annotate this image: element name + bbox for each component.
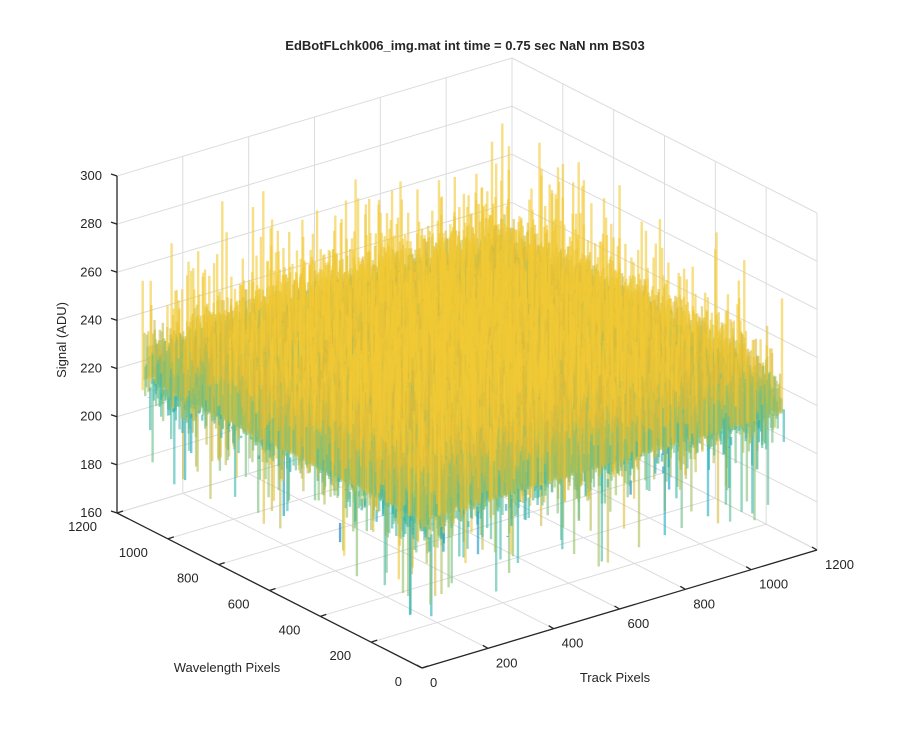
chart-title: EdBotFLchk006_img.mat int time = 0.75 se…: [285, 38, 644, 53]
surface-layer: [143, 124, 784, 617]
